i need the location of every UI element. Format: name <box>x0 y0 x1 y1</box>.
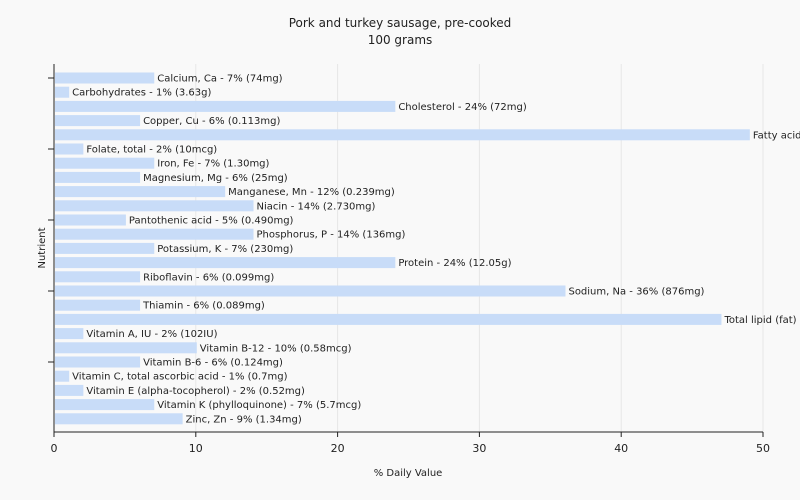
bar <box>55 242 155 254</box>
bar-label: Thiamin - 6% (0.089mg) <box>142 301 265 312</box>
bar-label: Pantothenic acid - 5% (0.490mg) <box>129 216 294 227</box>
bar-labels: Calcium, Ca - 7% (74mg) Carbohydrates - 1… <box>72 74 800 426</box>
x-tick-label: 50 <box>756 442 770 455</box>
bar-label: Vitamin E (alpha-tocopherol) - 2% (0.52m… <box>86 386 305 397</box>
bar-label: Vitamin B-12 - 10% (0.58mcg) <box>200 343 352 354</box>
bar-label: Copper, Cu - 6% (0.113mg) <box>143 116 280 127</box>
x-axis-label: % Daily Value <box>374 468 443 479</box>
bar <box>55 285 566 297</box>
bar <box>55 328 84 340</box>
ticks: 0 10 20 30 40 50 <box>48 77 770 455</box>
chart-title: Pork and turkey sausage, pre-cooked <box>289 16 512 30</box>
bar <box>55 228 254 240</box>
bar <box>55 342 197 354</box>
bar-label: Vitamin C, total ascorbic acid - 1% (0.7… <box>72 372 287 383</box>
bar <box>55 143 84 155</box>
bars <box>55 72 750 425</box>
grid-lines <box>195 64 764 432</box>
bar <box>55 271 141 283</box>
bar-label: Cholesterol - 24% (72mg) <box>398 102 527 113</box>
bar <box>55 100 396 112</box>
bar-label: Folate, total - 2% (10mcg) <box>86 145 217 156</box>
bar <box>55 413 183 425</box>
bar-label: Total lipid (fat) - 47% (30.64g) <box>723 315 800 326</box>
bar-label: Vitamin A, IU - 2% (102IU) <box>86 329 217 340</box>
bar <box>55 313 722 325</box>
x-tick-label: 30 <box>472 442 486 455</box>
bar-label: Riboflavin - 6% (0.099mg) <box>143 272 274 283</box>
bar <box>55 257 396 269</box>
axes <box>53 64 763 433</box>
bar <box>55 370 70 382</box>
bar <box>55 214 126 226</box>
bar-label: Vitamin K (phylloquinone) - 7% (5.7mcg) <box>157 400 361 411</box>
bar-label: Sodium, Na - 36% (876mg) <box>568 287 704 298</box>
bar-label: Manganese, Mn - 12% (0.239mg) <box>228 187 395 198</box>
bar-label: Iron, Fe - 7% (1.30mg) <box>157 159 269 170</box>
bar <box>55 157 155 169</box>
bar <box>55 129 750 141</box>
bar-label: Vitamin B-6 - 6% (0.124mg) <box>143 358 283 369</box>
bar <box>55 299 141 311</box>
x-tick-label: 10 <box>189 442 203 455</box>
bar-label: Protein - 24% (12.05g) <box>398 258 511 269</box>
bar <box>55 72 155 84</box>
bar-label: Niacin - 14% (2.730mg) <box>257 201 376 212</box>
chart-subtitle: 100 grams <box>368 33 433 47</box>
bar <box>55 115 141 127</box>
x-tick-label: 0 <box>51 442 58 455</box>
bar <box>55 86 70 98</box>
x-tick-label: 40 <box>614 442 628 455</box>
bar <box>55 384 84 396</box>
bar-label: Magnesium, Mg - 6% (25mg) <box>143 173 288 184</box>
bar-label: Calcium, Ca - 7% (74mg) <box>157 74 282 85</box>
bar <box>55 171 141 183</box>
bar-label: Fatty acids, total saturated - 49% (9.88… <box>753 130 800 141</box>
bar <box>55 186 226 198</box>
bar-label: Potassium, K - 7% (230mg) <box>157 244 293 255</box>
y-axis-label: Nutrient <box>37 227 48 268</box>
bar-label: Zinc, Zn - 9% (1.34mg) <box>186 414 302 425</box>
bar <box>55 399 155 411</box>
x-tick-label: 20 <box>331 442 345 455</box>
bar <box>55 356 141 368</box>
bar-label: Carbohydrates - 1% (3.63g) <box>72 88 211 99</box>
bar-label: Phosphorus, P - 14% (136mg) <box>257 230 406 241</box>
bar <box>55 200 254 212</box>
